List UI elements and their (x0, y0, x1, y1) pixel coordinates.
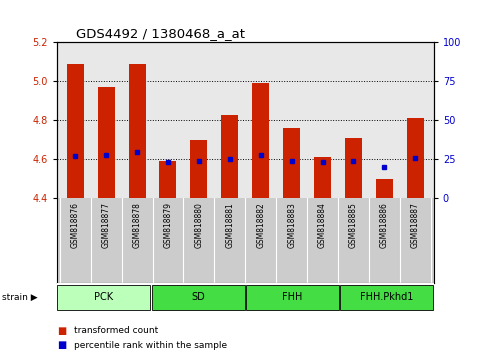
Bar (345, 138, 362, 198)
Text: percentile rank within the sample: percentile rank within the sample (74, 341, 227, 350)
Text: GSM818884: GSM818884 (318, 202, 327, 249)
Text: GSM818881: GSM818881 (225, 202, 234, 248)
Text: strain ▶: strain ▶ (2, 293, 38, 302)
Text: GSM818887: GSM818887 (411, 202, 420, 249)
Bar (152, 285, 245, 310)
Bar (283, 128, 300, 198)
Bar (98, 87, 115, 198)
Bar (376, 179, 393, 198)
Bar (407, 119, 424, 198)
Bar (129, 64, 145, 198)
Text: GSM818885: GSM818885 (349, 202, 358, 249)
Text: GSM818878: GSM818878 (133, 202, 141, 249)
Bar (190, 140, 208, 198)
Text: GSM818883: GSM818883 (287, 202, 296, 249)
Text: GSM818876: GSM818876 (70, 202, 80, 249)
Text: ■: ■ (57, 340, 66, 350)
Text: GSM818886: GSM818886 (380, 202, 389, 249)
Text: transformed count: transformed count (74, 326, 158, 336)
Bar (252, 84, 269, 198)
Bar (159, 161, 176, 198)
Text: FHH: FHH (282, 292, 303, 302)
Text: GSM818877: GSM818877 (102, 202, 110, 249)
Text: ■: ■ (57, 326, 66, 336)
Bar (246, 285, 339, 310)
Text: PCK: PCK (94, 292, 113, 302)
Bar (57, 285, 150, 310)
Bar (221, 115, 238, 198)
Bar (340, 285, 433, 310)
Text: FHH.Pkhd1: FHH.Pkhd1 (360, 292, 414, 302)
Text: SD: SD (191, 292, 205, 302)
Text: GSM818879: GSM818879 (164, 202, 173, 249)
Bar (67, 64, 84, 198)
Text: GDS4492 / 1380468_a_at: GDS4492 / 1380468_a_at (75, 27, 245, 40)
Bar (314, 157, 331, 198)
Text: GSM818882: GSM818882 (256, 202, 265, 248)
Text: GSM818880: GSM818880 (194, 202, 204, 249)
